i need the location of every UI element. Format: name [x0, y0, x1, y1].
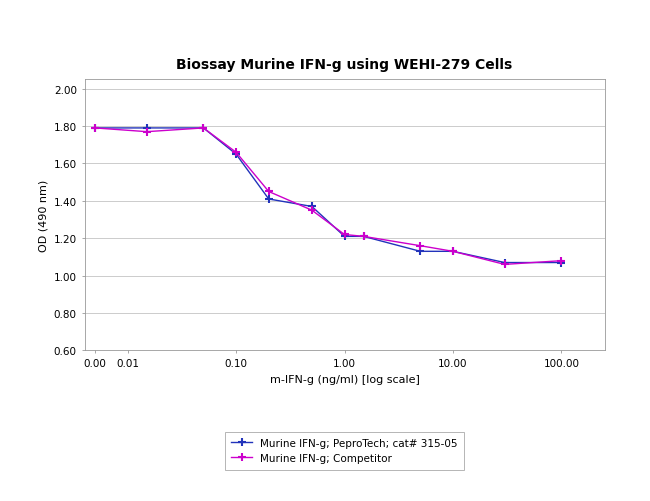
Murine IFN-g; PeproTech; cat# 315-05	[200, 126, 207, 132]
Murine IFN-g; Competitor	[200, 126, 207, 132]
Murine IFN-g; PeproTech; cat# 315-05	[265, 196, 272, 202]
Murine IFN-g; Competitor	[91, 126, 99, 132]
Murine IFN-g; Competitor	[232, 150, 240, 156]
Murine IFN-g; PeproTech; cat# 315-05	[341, 234, 348, 240]
Murine IFN-g; PeproTech; cat# 315-05	[232, 152, 240, 158]
Murine IFN-g; Competitor	[265, 189, 272, 195]
Title: Biossay Murine IFN-g using WEHI-279 Cells: Biossay Murine IFN-g using WEHI-279 Cell…	[176, 58, 513, 72]
Murine IFN-g; PeproTech; cat# 315-05	[143, 126, 151, 132]
Murine IFN-g; PeproTech; cat# 315-05	[558, 260, 566, 266]
Line: Murine IFN-g; Competitor: Murine IFN-g; Competitor	[91, 125, 566, 269]
Murine IFN-g; Competitor	[449, 249, 457, 255]
Murine IFN-g; PeproTech; cat# 315-05	[308, 204, 316, 210]
Murine IFN-g; PeproTech; cat# 315-05	[449, 249, 457, 255]
Murine IFN-g; Competitor	[417, 243, 424, 249]
Legend: Murine IFN-g; PeproTech; cat# 315-05, Murine IFN-g; Competitor: Murine IFN-g; PeproTech; cat# 315-05, Mu…	[225, 432, 464, 470]
Murine IFN-g; PeproTech; cat# 315-05	[500, 260, 508, 266]
Murine IFN-g; Competitor	[558, 258, 566, 264]
Murine IFN-g; Competitor	[341, 232, 348, 238]
X-axis label: m-IFN-g (ng/ml) [log scale]: m-IFN-g (ng/ml) [log scale]	[270, 374, 419, 384]
Murine IFN-g; Competitor	[143, 129, 151, 135]
Murine IFN-g; PeproTech; cat# 315-05	[91, 126, 99, 132]
Y-axis label: OD (490 nm): OD (490 nm)	[38, 179, 48, 252]
Murine IFN-g; Competitor	[500, 262, 508, 268]
Murine IFN-g; PeproTech; cat# 315-05	[417, 249, 424, 255]
Line: Murine IFN-g; PeproTech; cat# 315-05: Murine IFN-g; PeproTech; cat# 315-05	[91, 125, 566, 267]
Murine IFN-g; PeproTech; cat# 315-05	[359, 234, 367, 240]
Murine IFN-g; Competitor	[308, 208, 316, 214]
Murine IFN-g; Competitor	[359, 234, 367, 240]
